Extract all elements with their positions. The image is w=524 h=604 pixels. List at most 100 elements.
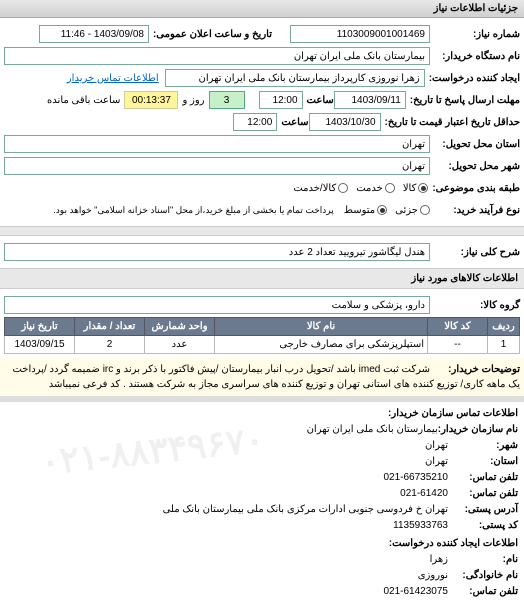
row-validity: حداقل تاریخ اعتبار قیمت تا تاریخ: 1403/1… <box>4 112 520 132</box>
contact-city-line: شهر: تهران <box>6 438 518 454</box>
need-no-label: شماره نیاز: <box>430 29 520 40</box>
radio-both[interactable]: کالا/خدمت <box>293 183 348 194</box>
row-deadline: مهلت ارسال پاسخ تا تاریخ: 1403/09/11 ساع… <box>4 90 520 110</box>
contact-fax-line: تلفن تماس: 021-61420 <box>6 486 518 502</box>
contact-phone-line: تلفن تماس: 021-66735210 <box>6 470 518 486</box>
creator-family-line: نام خانوادگی: نوروزی <box>6 568 518 584</box>
radio-service-circle <box>385 183 395 193</box>
row-need-desc: شرح کلی نیاز: هندل لیگاشور تیرویید تعداد… <box>4 242 520 262</box>
validity-time-field: 12:00 <box>233 113 277 131</box>
radio-goods-label: کالا <box>403 183 417 194</box>
creator-field: زهرا نوروزی کارپرداز بیمارستان بانک ملی … <box>165 69 425 87</box>
announce-field: 1403/09/08 - 11:46 <box>39 25 149 43</box>
radio-both-circle <box>338 183 348 193</box>
creator-phone-line: تلفن تماس: 021-61423075 <box>6 584 518 600</box>
cell-name: استپلرپزشکی برای مصارف خارجی <box>215 336 428 354</box>
need-no-field: 1103009001001469 <box>290 25 430 43</box>
days-label: روز و <box>178 95 208 106</box>
row-province: استان محل تحویل: تهران <box>4 134 520 154</box>
contact-city-label: شهر: <box>448 438 518 454</box>
need-desc-field: هندل لیگاشور تیرویید تعداد 2 عدد <box>4 243 430 261</box>
panel-title: جزئیات اطلاعات نیاز <box>0 0 524 18</box>
col-row: ردیف <box>488 318 520 336</box>
radio-buy-medium-circle <box>377 205 387 215</box>
col-unit: واحد شمارش <box>145 318 215 336</box>
radio-buy-small-label: جزئی <box>395 205 418 216</box>
creator-label: ایجاد کننده درخواست: <box>425 73 520 84</box>
row-category: طبقه بندی موضوعی: کالا خدمت کالا/خدمت <box>4 178 520 198</box>
goods-table-header: ردیف کد کالا نام کالا واحد شمارش تعداد /… <box>5 318 520 336</box>
contact-province: تهران <box>425 454 448 470</box>
cell-code: -- <box>428 336 488 354</box>
category-label: طبقه بندی موضوعی: <box>428 183 520 194</box>
creator-family: نوروزی <box>418 568 448 584</box>
creator-phone-label: تلفن تماس: <box>448 584 518 600</box>
creator-family-label: نام خانوادگی: <box>448 568 518 584</box>
radio-both-label: کالا/خدمت <box>293 183 336 194</box>
row-city: شهر محل تحویل: تهران <box>4 156 520 176</box>
province-field: تهران <box>4 135 430 153</box>
radio-goods-circle <box>418 183 428 193</box>
validity-label: حداقل تاریخ اعتبار قیمت تا تاریخ: <box>381 117 520 128</box>
buy-type-label: نوع فرآیند خرید: <box>430 205 520 216</box>
contact-city: تهران <box>425 438 448 454</box>
cell-unit: عدد <box>145 336 215 354</box>
contact-address-label: آدرس پستی: <box>448 502 518 518</box>
col-name: نام کالا <box>215 318 428 336</box>
goods-body: گروه کالا: دارو، پزشکی و سلامت ردیف کد ک… <box>0 289 524 358</box>
creator-name-label: نام: <box>448 552 518 568</box>
deadline-label: مهلت ارسال پاسخ تا تاریخ: <box>406 95 520 106</box>
contact-org-line: نام سازمان خریدار: بیمارستان بانک ملی ای… <box>6 422 518 438</box>
validity-time-label: ساعت <box>277 117 308 128</box>
announce-label: تاریخ و ساعت اعلان عمومی: <box>149 29 272 40</box>
row-buyer-org: نام دستگاه خریدار: بیمارستان بانک ملی ای… <box>4 46 520 66</box>
contact-province-label: استان: <box>448 454 518 470</box>
contact-org: بیمارستان بانک ملی ایران تهران <box>307 422 438 438</box>
creator-name: زهرا <box>430 552 448 568</box>
contact-postal-line: کد پستی: 1135933763 <box>6 518 518 534</box>
need-desc-body: شرح کلی نیاز: هندل لیگاشور تیرویید تعداد… <box>0 236 524 268</box>
radio-service[interactable]: خدمت <box>356 183 395 194</box>
col-qty: تعداد / مقدار <box>75 318 145 336</box>
creator-name-line: نام: زهرا <box>6 552 518 568</box>
radio-goods[interactable]: کالا <box>403 183 429 194</box>
days-field: 3 <box>209 91 245 109</box>
radio-buy-small[interactable]: جزئی <box>395 205 430 216</box>
validity-date-field: 1403/10/30 <box>309 113 381 131</box>
need-desc-label: شرح کلی نیاز: <box>430 247 520 258</box>
creator-info-title: اطلاعات ایجاد کننده درخواست: <box>6 536 518 552</box>
city-field: تهران <box>4 157 430 175</box>
remain-field: 00:13:37 <box>124 91 178 109</box>
buyer-note-row: توضیحات خریدار: شرکت ثبت imed باشد /تحوی… <box>0 358 524 396</box>
contact-postal: 1135933763 <box>393 518 448 534</box>
contact-address-line: آدرس پستی: تهران خ فردوسی جنوبی ادارات م… <box>6 502 518 518</box>
cell-date: 1403/09/15 <box>5 336 75 354</box>
divider <box>0 226 524 236</box>
deadline-time-field: 12:00 <box>259 91 303 109</box>
buy-type-radio-group: جزئی متوسط <box>344 205 430 216</box>
row-need-no: شماره نیاز: 1103009001001469 تاریخ و ساع… <box>4 24 520 44</box>
deadline-date-field: 1403/09/11 <box>334 91 406 109</box>
buyer-org-field: بیمارستان بانک ملی ایران تهران <box>4 47 430 65</box>
contact-link[interactable]: اطلاعات تماس خریدار <box>67 73 159 84</box>
city-label: شهر محل تحویل: <box>430 161 520 172</box>
contact-title: اطلاعات تماس سازمان خریدار: <box>6 406 518 422</box>
details-body: شماره نیاز: 1103009001001469 تاریخ و ساع… <box>0 18 524 226</box>
contact-postal-label: کد پستی: <box>448 518 518 534</box>
creator-phone: 021-61423075 <box>383 584 448 600</box>
contact-org-label: نام سازمان خریدار: <box>438 422 518 438</box>
goods-section-title: اطلاعات کالاهای مورد نیاز <box>0 268 524 289</box>
category-radio-group: کالا خدمت کالا/خدمت <box>293 183 428 194</box>
main-container: جزئیات اطلاعات نیاز شماره نیاز: 11030090… <box>0 0 524 604</box>
row-goods-group: گروه کالا: دارو، پزشکی و سلامت <box>4 295 520 315</box>
goods-table: ردیف کد کالا نام کالا واحد شمارش تعداد /… <box>4 317 520 354</box>
radio-buy-medium[interactable]: متوسط <box>344 205 387 216</box>
radio-buy-small-circle <box>420 205 430 215</box>
goods-group-field: دارو، پزشکی و سلامت <box>4 296 430 314</box>
remain-label: ساعت باقی مانده <box>47 95 124 106</box>
contact-phone-label: تلفن تماس: <box>448 470 518 486</box>
contact-fax-label: تلفن تماس: <box>448 486 518 502</box>
deadline-time-label: ساعت <box>303 95 334 106</box>
table-row[interactable]: 1 -- استپلرپزشکی برای مصارف خارجی عدد 2 … <box>5 336 520 354</box>
radio-buy-medium-label: متوسط <box>344 205 375 216</box>
